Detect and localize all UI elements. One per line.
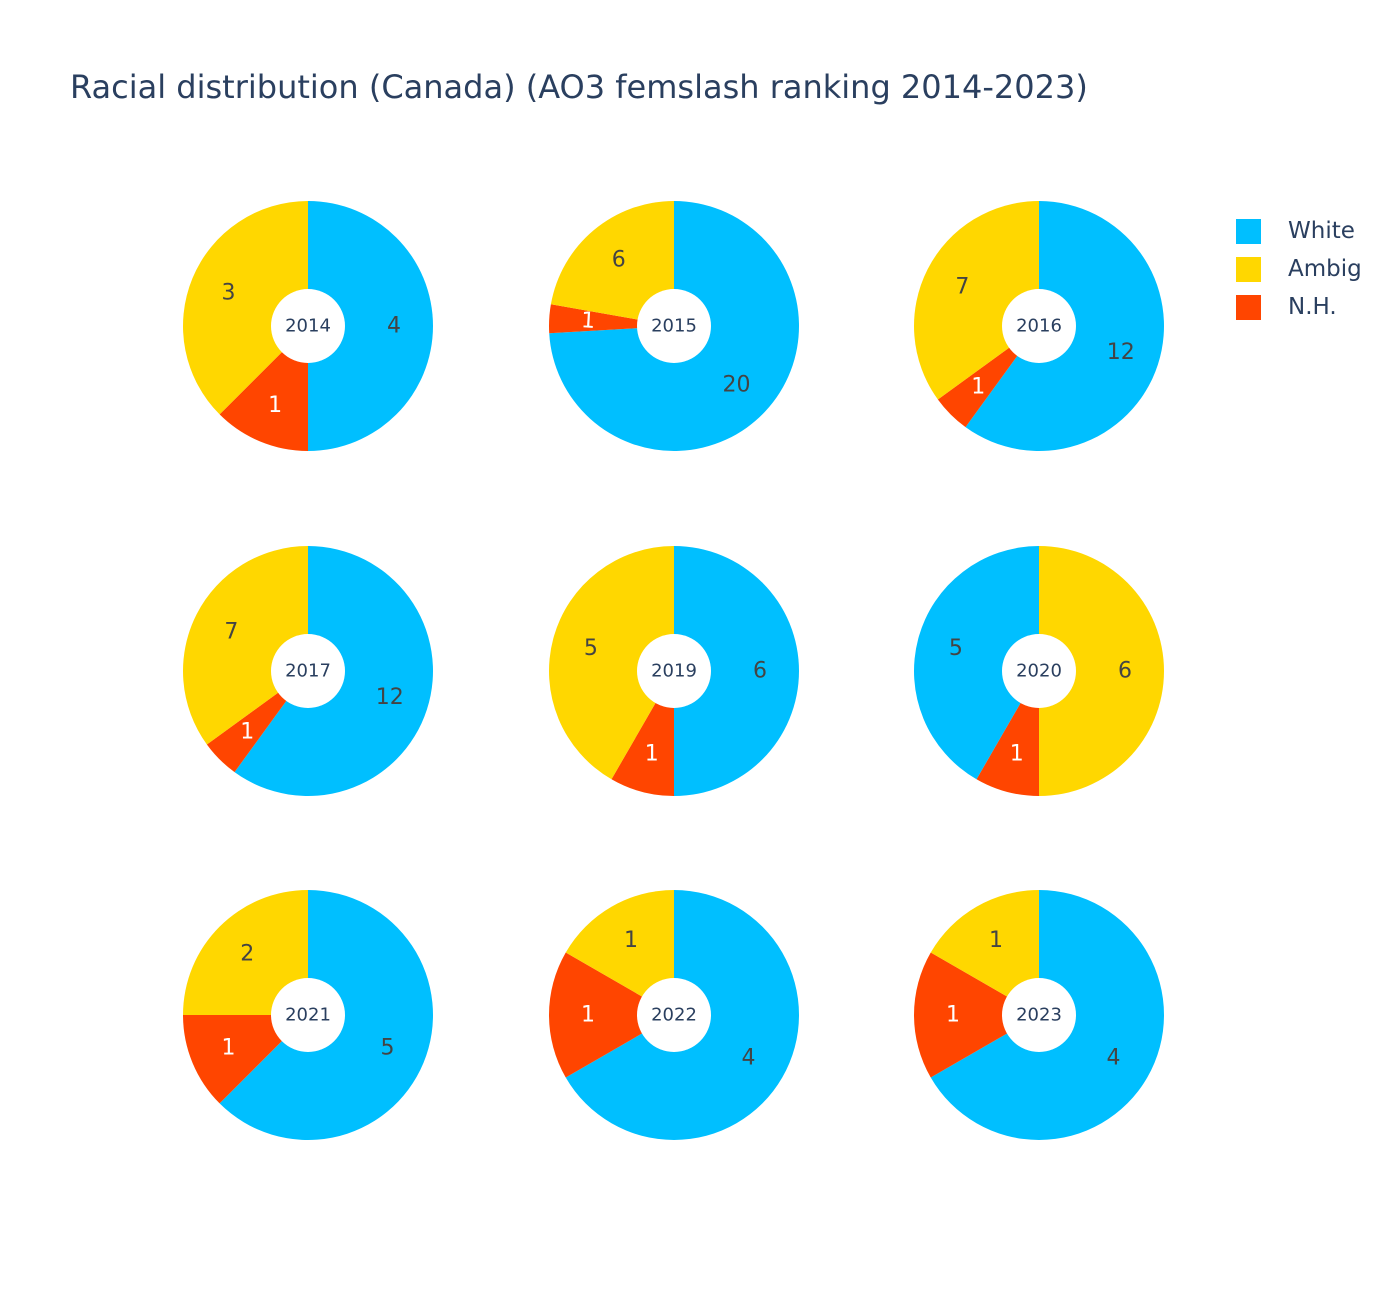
slice-label-2017-n-h: 1 <box>240 719 254 744</box>
slice-2023-ambig[interactable] <box>930 890 1039 1015</box>
slice-label-2016-white: 12 <box>1107 340 1135 365</box>
legend-item-ambig[interactable]: Ambig <box>1236 250 1362 288</box>
slice-label-2014-ambig: 3 <box>222 281 236 306</box>
legend-item-nh[interactable]: N.H. <box>1236 288 1362 326</box>
donut-chart-2020: 6 1 5 2020 <box>914 546 1164 796</box>
legend: White Ambig N.H. <box>1236 212 1362 326</box>
slice-2017-ambig[interactable] <box>183 546 308 745</box>
slice-2014-n-h[interactable] <box>219 326 308 451</box>
donut-center-label-2019: 2019 <box>651 661 697 682</box>
donut-center-label-2021: 2021 <box>285 1005 331 1026</box>
slice-2015-ambig[interactable] <box>550 201 674 326</box>
donut-center-label-2015: 2015 <box>651 316 697 337</box>
slice-2021-n-h[interactable] <box>183 1015 308 1104</box>
slice-2020-ambig[interactable] <box>1039 546 1164 796</box>
slice-label-2015-white: 20 <box>723 373 751 398</box>
slice-2022-n-h[interactable] <box>549 952 674 1078</box>
legend-swatch-white <box>1236 218 1261 244</box>
slice-2016-ambig[interactable] <box>914 201 1039 400</box>
slice-label-2015-n-h: 1 <box>580 308 595 334</box>
donut-center-label-2022: 2022 <box>651 1005 697 1026</box>
slice-label-2022-n-h: 1 <box>581 1003 595 1028</box>
legend-swatch-nh <box>1236 294 1261 320</box>
legend-swatch-ambig <box>1236 256 1261 282</box>
donut-center-label-2023: 2023 <box>1016 1005 1062 1026</box>
slice-label-2014-n-h: 1 <box>268 393 282 418</box>
slice-label-2022-ambig: 1 <box>624 928 638 953</box>
slice-label-2023-ambig: 1 <box>989 928 1003 953</box>
slice-label-2020-white: 5 <box>949 636 963 661</box>
slice-label-2019-white: 6 <box>753 659 767 684</box>
donut-chart-2016: 12 1 7 2016 <box>914 201 1164 451</box>
slice-label-2019-n-h: 1 <box>645 742 659 767</box>
slice-2021-ambig[interactable] <box>183 890 308 1015</box>
donut-center-label-2014: 2014 <box>285 316 331 337</box>
slice-label-2016-n-h: 1 <box>971 374 985 399</box>
donut-hole-2019 <box>637 634 711 708</box>
slice-label-2019-ambig: 5 <box>584 636 598 661</box>
legend-label-ambig: Ambig <box>1288 256 1362 282</box>
donut-chart-2019: 6 1 5 2019 <box>549 546 799 796</box>
legend-item-white[interactable]: White <box>1236 212 1362 250</box>
donut-hole-2014 <box>271 289 345 363</box>
slice-2019-ambig[interactable] <box>549 546 674 780</box>
slice-label-2021-white: 5 <box>380 1035 394 1060</box>
slice-2020-white[interactable] <box>914 546 1039 780</box>
slice-label-2022-white: 4 <box>741 1046 755 1071</box>
slice-label-2023-n-h: 1 <box>946 1003 960 1028</box>
legend-label-white: White <box>1288 218 1355 244</box>
donut-hole-2016 <box>1002 289 1076 363</box>
donut-chart-2022: 4 1 1 2022 <box>549 890 799 1141</box>
donut-center-label-2017: 2017 <box>285 661 331 682</box>
chart-title: Racial distribution (Canada) (AO3 femsla… <box>70 68 1088 106</box>
slice-label-2023-white: 4 <box>1106 1046 1120 1071</box>
slice-2019-white[interactable] <box>674 546 799 796</box>
donut-hole-2020 <box>1002 634 1076 708</box>
slice-label-2017-ambig: 7 <box>224 619 238 644</box>
legend-label-nh: N.H. <box>1288 294 1337 320</box>
slice-label-2021-ambig: 2 <box>240 942 254 967</box>
slice-2014-white[interactable] <box>308 201 433 451</box>
donut-hole-2021 <box>271 978 345 1052</box>
donut-hole-2023 <box>1002 978 1076 1052</box>
donut-chart-2021: 5 1 2 2021 <box>183 890 434 1140</box>
slice-2022-ambig[interactable] <box>565 890 674 1015</box>
slice-label-2020-n-h: 1 <box>1010 742 1024 767</box>
slice-2023-n-h[interactable] <box>914 952 1039 1078</box>
donut-hole-2017 <box>271 634 345 708</box>
donut-center-label-2016: 2016 <box>1016 316 1062 337</box>
slice-label-2017-white: 12 <box>376 685 404 710</box>
slice-2014-ambig[interactable] <box>183 201 308 415</box>
donut-center-label-2020: 2020 <box>1016 661 1062 682</box>
slice-label-2014-white: 4 <box>387 314 401 339</box>
slice-label-2021-n-h: 1 <box>222 1035 236 1060</box>
donut-chart-2023: 4 1 1 2023 <box>914 890 1164 1141</box>
donut-hole-2022 <box>637 978 711 1052</box>
donut-chart-2014: 4 1 3 2014 <box>183 201 433 451</box>
donut-chart-2017: 12 1 7 2017 <box>183 546 433 796</box>
slice-label-2016-ambig: 7 <box>955 274 969 299</box>
slice-label-2020-ambig: 6 <box>1118 659 1132 684</box>
slice-label-2015-ambig: 6 <box>612 248 626 273</box>
donut-chart-2015: 20 1 6 2015 <box>549 201 800 452</box>
donut-hole-2015 <box>637 289 711 363</box>
